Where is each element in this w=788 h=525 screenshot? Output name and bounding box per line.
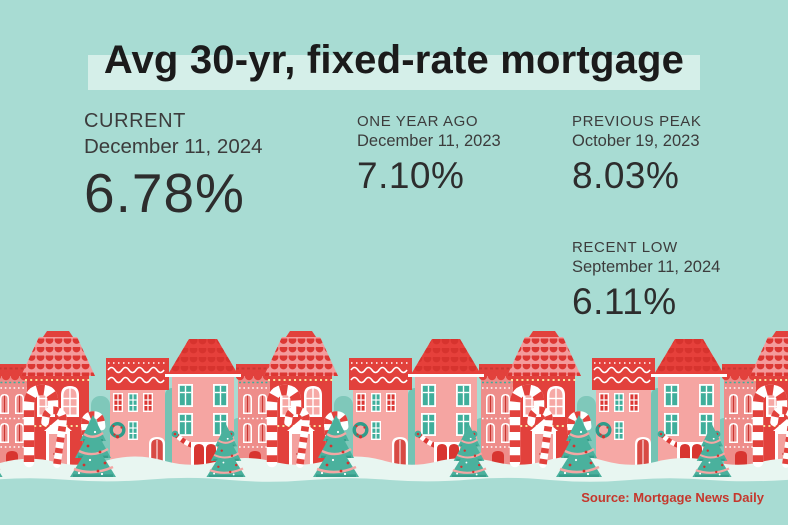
stat-label: RECENT LOW xyxy=(572,239,678,256)
snow-bottom-edge xyxy=(0,477,788,485)
stat-value: 8.03% xyxy=(572,155,680,196)
stat-date: December 11, 2023 xyxy=(357,132,501,150)
holiday-houses-illustration xyxy=(0,330,788,485)
stat-block-previous-peak: PREVIOUS PEAK October 19, 2023 8.03% xyxy=(572,112,702,196)
house-row xyxy=(0,331,788,473)
stat-value: 7.10% xyxy=(357,155,465,196)
page-title: Avg 30-yr, fixed-rate mortgage xyxy=(103,38,685,82)
source-credit: Source: Mortgage News Daily xyxy=(581,490,764,505)
stat-date: December 11, 2024 xyxy=(84,135,263,158)
title-highlight-band xyxy=(88,55,700,90)
stat-block-one-year-ago: ONE YEAR AGO December 11, 2023 7.10% xyxy=(357,112,501,196)
stat-date: September 11, 2024 xyxy=(572,258,721,276)
stat-label: ONE YEAR AGO xyxy=(357,113,479,130)
stat-label: CURRENT xyxy=(84,110,186,132)
stat-block-recent-low: RECENT LOW September 11, 2024 6.11% xyxy=(572,238,720,322)
stat-label: PREVIOUS PEAK xyxy=(572,113,702,130)
stat-value: 6.78% xyxy=(84,162,245,224)
stat-value: 6.11% xyxy=(572,281,677,322)
stat-date: October 19, 2023 xyxy=(572,132,700,150)
stat-block-current: CURRENT December 11, 2024 6.78% xyxy=(84,109,263,222)
